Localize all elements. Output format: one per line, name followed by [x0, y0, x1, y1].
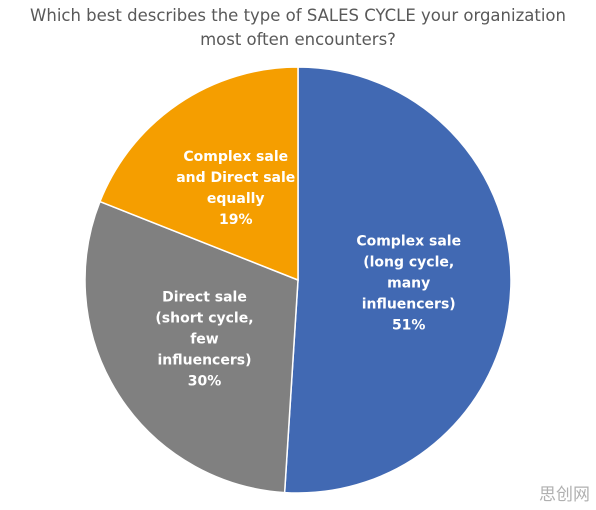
slice-label-line: many	[387, 275, 430, 291]
slice-label-line: few	[190, 331, 219, 347]
value-label: 30%	[188, 373, 222, 389]
slice-label: Complex sale and Direct sale equally 19%	[176, 149, 295, 228]
slice-label-line: and Direct sale	[176, 170, 295, 186]
slice-label-line: Complex sale	[356, 233, 461, 249]
slice-label-line: equally	[207, 191, 265, 207]
slice-label-line: (long cycle,	[363, 254, 454, 270]
slice-label-line: Direct sale	[162, 289, 247, 305]
value-label: 19%	[219, 212, 253, 228]
pie-slice	[84, 200, 299, 494]
watermark: 思创网	[539, 485, 590, 505]
slice-label-line: influencers)	[157, 352, 251, 368]
slice-label: Direct sale (short cycle, few influencers) 3…	[155, 289, 253, 389]
slice-label-line: (short cycle,	[155, 310, 253, 326]
pie-slice	[98, 66, 299, 282]
slice-label: Complex sale (long cycle, many influencers)…	[356, 233, 461, 333]
chart-title: Which best describes the type of SALES C…	[30, 6, 566, 49]
value-label: 51%	[392, 317, 426, 333]
pie-slice	[283, 66, 512, 494]
slice-label-line: influencers)	[362, 296, 456, 312]
slice-label-line: Complex sale	[183, 149, 288, 165]
